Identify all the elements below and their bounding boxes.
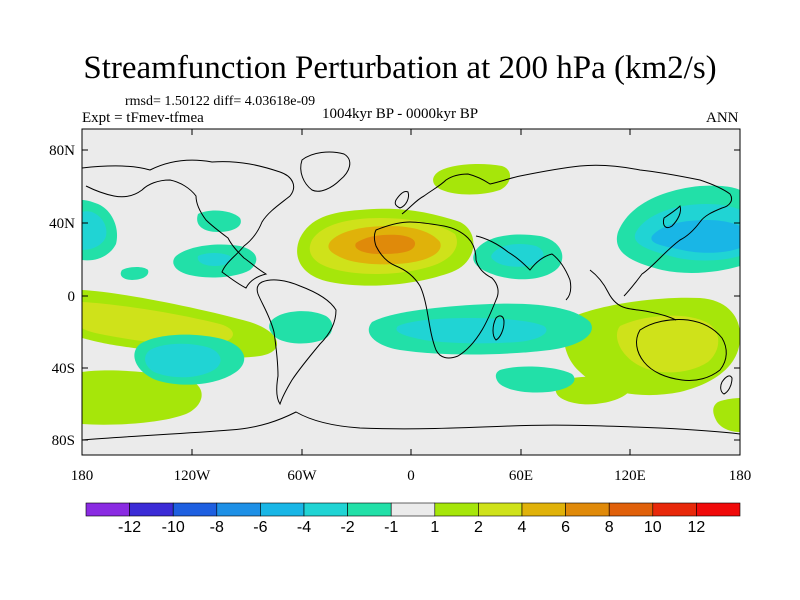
colorbar-swatch (565, 502, 610, 517)
contour-indian-negative-2 (396, 318, 547, 344)
contour-satlantic-negative (269, 311, 333, 344)
contour-spacific-negative-2 (145, 343, 221, 378)
colorbar-label: 2 (474, 519, 483, 536)
contour-pacific-positive-2 (82, 302, 233, 346)
lat-label-0: 0 (68, 289, 76, 305)
contour-europe-positive (433, 164, 511, 195)
colorbar-labels: -12 -10 -8 -6 -4 -2 -1 1 2 4 6 8 10 12 (118, 519, 705, 536)
colorbar-swatch (129, 502, 174, 517)
colorbar-swatch (434, 502, 479, 517)
stats-label: rmsd= 1.50122 diff= 4.03618e-09 (125, 94, 316, 109)
colorbar-swatch (608, 502, 654, 517)
coast-north-america (82, 159, 295, 289)
lon-tick-marks (81, 129, 741, 455)
colorbar-label: 12 (688, 519, 706, 536)
experiment-label: Expt = tFmev-tfmea (82, 110, 204, 126)
coast-arabia-india (475, 235, 572, 301)
colorbar-label: -10 (162, 519, 185, 536)
colorbar-label: 4 (518, 519, 527, 536)
period-label: 1004kyr BP - 0000kyr BP (322, 106, 479, 122)
contour-south-band-positive (555, 376, 631, 405)
lon-label-180e: 180 (729, 468, 752, 484)
lon-label-120e: 120E (614, 468, 646, 484)
lat-tick-labels: 80N 40N 0 40S 80S (49, 143, 75, 449)
colorbar (85, 502, 741, 517)
contour-southern-negative (495, 366, 575, 393)
colorbar-label: -4 (297, 519, 311, 536)
lat-label-80n: 80N (49, 143, 75, 159)
coast-south-america (256, 279, 337, 406)
colorbar-swatch (216, 502, 261, 517)
colorbar-label: 10 (644, 519, 662, 536)
colorbar-swatch (303, 502, 348, 517)
lon-label-120w: 120W (174, 468, 212, 484)
coast-new-zealand (720, 375, 733, 395)
lat-label-40s: 40S (52, 361, 75, 377)
contour-camerica-negative-2 (197, 253, 232, 266)
colorbar-swatch (172, 502, 218, 517)
colorbar-swatch (390, 502, 436, 517)
lon-label-180w: 180 (71, 468, 94, 484)
colorbar-swatch (347, 502, 392, 517)
contour-atlantic-positive-4 (355, 234, 416, 254)
lon-label-0: 0 (407, 468, 415, 484)
coast-greenland (300, 151, 351, 192)
lat-label-40n: 40N (49, 216, 75, 232)
colorbar-label: -2 (340, 519, 354, 536)
coast-eurasia (401, 164, 733, 297)
contour-south-pacific-positive (82, 370, 202, 425)
contour-nepacific-blob-negative (197, 210, 241, 232)
season-label: ANN (706, 110, 739, 126)
coast-uk (394, 191, 409, 209)
colorbar-label: -1 (384, 519, 398, 536)
colorbar-label: 1 (430, 519, 439, 536)
coastlines (82, 151, 740, 441)
lon-label-60w: 60W (287, 468, 317, 484)
colorbar-label: -12 (118, 519, 141, 536)
contour-east-edge-positive (713, 398, 740, 432)
lat-label-80s: 80S (52, 433, 75, 449)
coast-africa (374, 221, 499, 359)
coast-antarctica (82, 411, 740, 441)
coast-madagascar (492, 315, 505, 341)
colorbar-label: -6 (253, 519, 267, 536)
colorbar-swatch (478, 502, 523, 517)
colorbar-label: 6 (561, 519, 570, 536)
contour-australia-positive-2 (616, 315, 719, 373)
colorbar-swatch (652, 502, 697, 517)
colorbar-swatch (260, 502, 305, 517)
contour-npacific-east-negative-2 (82, 211, 107, 250)
colorbar-swatch (521, 502, 566, 517)
lat-tick-marks (82, 149, 740, 441)
lon-label-60e: 60E (509, 468, 533, 484)
colorbar-label: 8 (605, 519, 614, 536)
colorbar-label: -8 (210, 519, 224, 536)
colorbar-swatch (696, 502, 741, 517)
coast-se-asia (589, 269, 677, 321)
plot-title: Streamfunction Perturbation at 200 hPa (… (83, 50, 717, 86)
contour-npacific-west-negative-3 (651, 220, 740, 253)
lon-tick-labels: 180 120W 60W 0 60E 120E 180 (71, 468, 752, 484)
coast-australia (636, 319, 727, 381)
colorbar-swatch (85, 502, 130, 517)
contour-caribbean-negative (120, 267, 149, 280)
coast-japan (663, 205, 681, 229)
